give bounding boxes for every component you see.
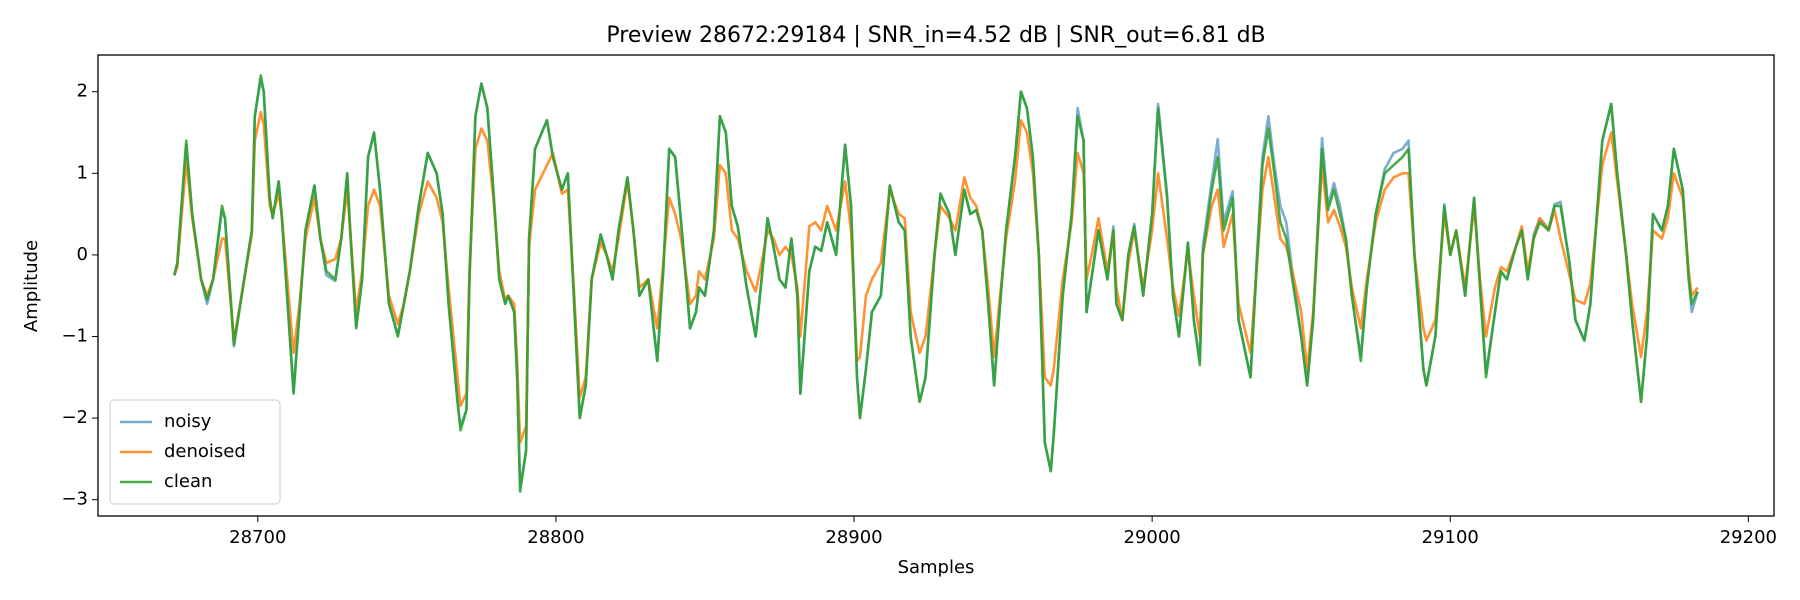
y-tick-label: −3: [61, 489, 88, 510]
y-tick-label: −2: [61, 407, 88, 428]
legend: noisy denoised clean: [109, 399, 281, 505]
x-axis-label: Samples: [898, 557, 975, 578]
x-tick-label: 28700: [229, 527, 286, 548]
x-tick-label: 29200: [1720, 527, 1777, 548]
x-tick-label: 29000: [1124, 527, 1181, 548]
chart-title: Preview 28672:29184 | SNR_in=4.52 dB | S…: [606, 23, 1265, 48]
y-tick-label: 0: [77, 244, 88, 265]
y-tick-label: 2: [77, 81, 88, 102]
y-axis-label: Amplitude: [21, 240, 42, 332]
x-tick-label: 29100: [1422, 527, 1479, 548]
plot-frame: [97, 54, 1775, 517]
legend-label: noisy: [164, 411, 212, 432]
legend-label: denoised: [164, 441, 246, 462]
legend-label: clean: [164, 471, 212, 492]
line-clean: [173, 74, 1699, 493]
legend-box: [109, 399, 281, 505]
x-tick-label: 28800: [527, 527, 584, 548]
y-tick-label: −1: [61, 325, 88, 346]
y-tick-label: 1: [77, 162, 88, 183]
line-denoised: [173, 110, 1699, 444]
x-tick-label: 28900: [825, 527, 882, 548]
